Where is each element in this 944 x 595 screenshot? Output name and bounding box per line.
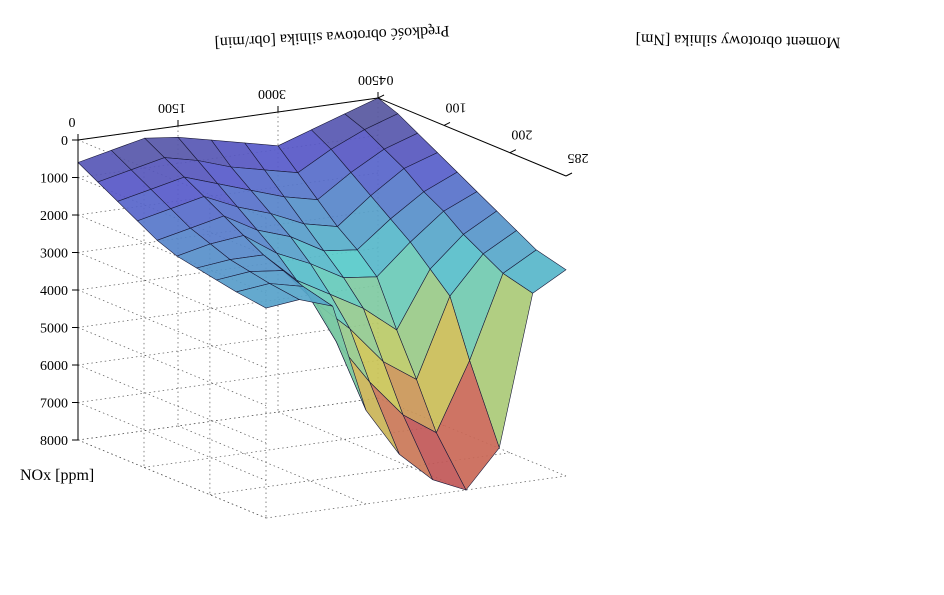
y-axis-line [377,97,567,177]
y-tick-mark [565,172,573,177]
y-axis-label: Moment obrotowy silnika [Nm] [635,30,840,51]
y-tick-mark [377,94,385,99]
surface-layer [77,97,567,491]
x-axis-label: Prędkość obrotowa silnika [obr/min] [214,22,450,51]
x-tick-label: 1500 [158,100,186,115]
y-tick-mark [509,149,517,154]
x-tick-label: 3000 [258,86,286,101]
z-tick-label: 1000 [40,172,68,187]
grid-line [77,327,267,406]
z-tick-label: 2000 [40,209,68,224]
grid-line [77,439,267,519]
grid-line [77,439,267,519]
y-tick-label: 200 [511,127,532,142]
surface-patch [235,283,301,309]
z-tick-label: 6000 [40,359,68,374]
z-tick-label: 7000 [40,397,68,412]
grid-line [77,360,379,403]
grid-line [177,425,367,505]
z-tick-label: 4000 [40,284,68,299]
grid-line [77,364,267,444]
x-axis-line [77,97,379,141]
grid-line [77,402,267,481]
z-axis-label: NOx [ppm] [20,467,94,484]
grid-line [77,322,379,366]
y-tick-label: 100 [446,99,467,114]
z-tick-label: 0 [61,134,68,149]
grid-line [77,289,267,369]
x-tick-label: 0 [69,114,76,129]
grid-line [265,475,567,519]
z-tick-label: 8000 [40,434,68,449]
y-tick-mark [443,121,451,126]
y-tick-label: 285 [568,150,589,165]
x-tick-label: 4500 [358,72,386,87]
z-tick-label: 3000 [40,247,68,262]
y-tick-label: 0 [387,72,394,87]
z-tick-label: 5000 [40,322,68,337]
grid-line [77,397,379,441]
